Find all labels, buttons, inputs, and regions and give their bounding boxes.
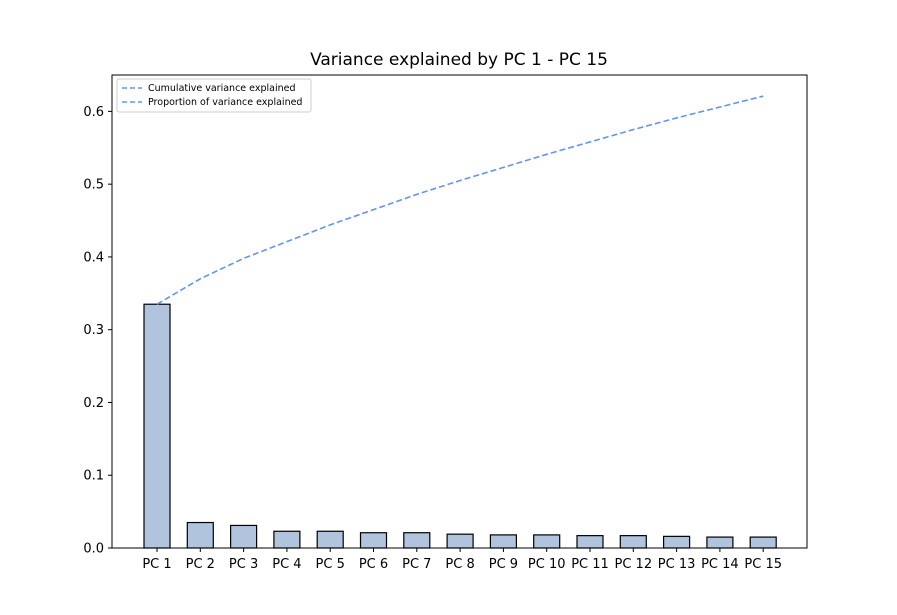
cumulative-variance-line: [156, 95, 764, 305]
chart-title: Variance explained by PC 1 - PC 15: [310, 50, 608, 70]
x-tick-label: PC 2: [186, 557, 215, 572]
bar-pc10: [533, 534, 561, 549]
y-tick-label: 0.0: [83, 542, 104, 557]
x-tick-label: PC 9: [489, 557, 518, 572]
bar-pc15: [749, 536, 777, 549]
bar-pc5: [316, 530, 344, 549]
bars-group: [143, 303, 777, 549]
bar-pc8: [446, 533, 474, 549]
x-tick-label: PC 11: [571, 557, 609, 572]
line-group: [156, 95, 764, 305]
y-tick-label: 0.1: [83, 469, 104, 484]
legend-box: [116, 78, 312, 113]
legend: Cumulative variance explained Proportion…: [116, 78, 312, 113]
bar-pc4: [273, 530, 301, 549]
x-axis: PC 1 PC 2 PC 3 PC 4 PC 5 PC 6 PC 7 PC 8 PC 9 PC 1…: [142, 548, 782, 572]
y-tick-label: 0.5: [83, 178, 104, 193]
y-tick-label: 0.6: [83, 105, 104, 120]
x-tick-label: PC 10: [528, 557, 566, 572]
y-tick-label: 0.3: [83, 323, 104, 338]
x-tick-label: PC 12: [615, 557, 653, 572]
bar-pc14: [706, 536, 734, 549]
legend-label-cumulative: Cumulative variance explained: [148, 83, 296, 94]
bar-pc13: [662, 535, 691, 549]
x-tick-label: PC 5: [316, 557, 345, 572]
bar-pc6: [359, 532, 388, 549]
bar-pc11: [576, 535, 604, 549]
x-tick-label: PC 3: [229, 557, 258, 572]
bar-pc12: [619, 535, 647, 549]
y-axis: 0.0 0.1 0.2 0.3 0.4 0.5 0.6: [83, 105, 112, 557]
bar-pc9: [489, 534, 517, 549]
x-tick-label: PC 8: [445, 557, 474, 572]
x-tick-label: PC 13: [658, 557, 696, 572]
x-tick-label: PC 14: [701, 557, 739, 572]
bar-pc1: [143, 303, 171, 549]
y-tick-label: 0.4: [83, 250, 104, 265]
y-tick-label: 0.2: [83, 396, 104, 411]
x-tick-label: PC 15: [744, 557, 782, 572]
bar-pc3: [230, 524, 258, 549]
x-tick-label: PC 4: [272, 557, 301, 572]
x-tick-label: PC 7: [402, 557, 431, 572]
bar-pc7: [403, 532, 431, 549]
bar-pc2: [186, 521, 214, 549]
x-tick-label: PC 1: [142, 557, 171, 572]
legend-label-proportion: Proportion of variance explained: [148, 97, 302, 108]
x-tick-label: PC 6: [359, 557, 388, 572]
plot-frame: [111, 74, 808, 549]
